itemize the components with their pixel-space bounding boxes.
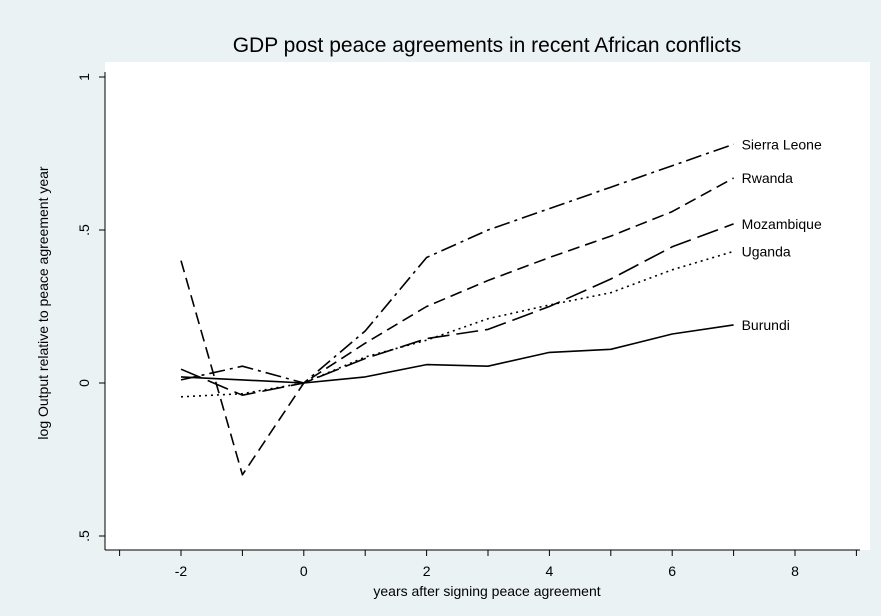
y-tick-label: 0 (76, 379, 92, 387)
x-tick-label: 6 (668, 563, 676, 579)
series-label-rwanda: Rwanda (742, 170, 794, 186)
plot-area (105, 62, 870, 550)
x-tick-label: 8 (791, 563, 799, 579)
series-line-rwanda (180, 177, 734, 476)
y-tick-label: .5 (76, 530, 92, 542)
series-label-burundi: Burundi (742, 317, 790, 333)
x-tick-label: 4 (546, 563, 554, 579)
series-line-mozambique (180, 223, 734, 397)
series-line-burundi (180, 324, 734, 384)
series-label-mozambique: Mozambique (742, 216, 822, 232)
y-tick-label: .5 (76, 224, 92, 236)
series-label-uganda: Uganda (742, 243, 791, 259)
series-line-sierra-leone (180, 143, 734, 384)
x-axis-label: years after signing peace agreement (373, 583, 600, 599)
series-label-sierra-leone: Sierra Leone (742, 136, 822, 152)
series-layer (180, 143, 734, 476)
series-label-layer: Sierra Leone Rwanda Mozambique Uganda Burund… (742, 136, 822, 333)
y-axis-label: log Output relative to peace agreement y… (35, 166, 51, 440)
x-tick-label: -2 (175, 563, 188, 579)
x-tick-label: 0 (300, 563, 308, 579)
axes: .5 0 .5 1 -2 0 2 4 6 8 (76, 72, 860, 579)
chart-title: GDP post peace agreements in recent Afri… (233, 34, 742, 57)
y-tick-label: 1 (76, 73, 92, 81)
x-tick-label: 2 (423, 563, 431, 579)
